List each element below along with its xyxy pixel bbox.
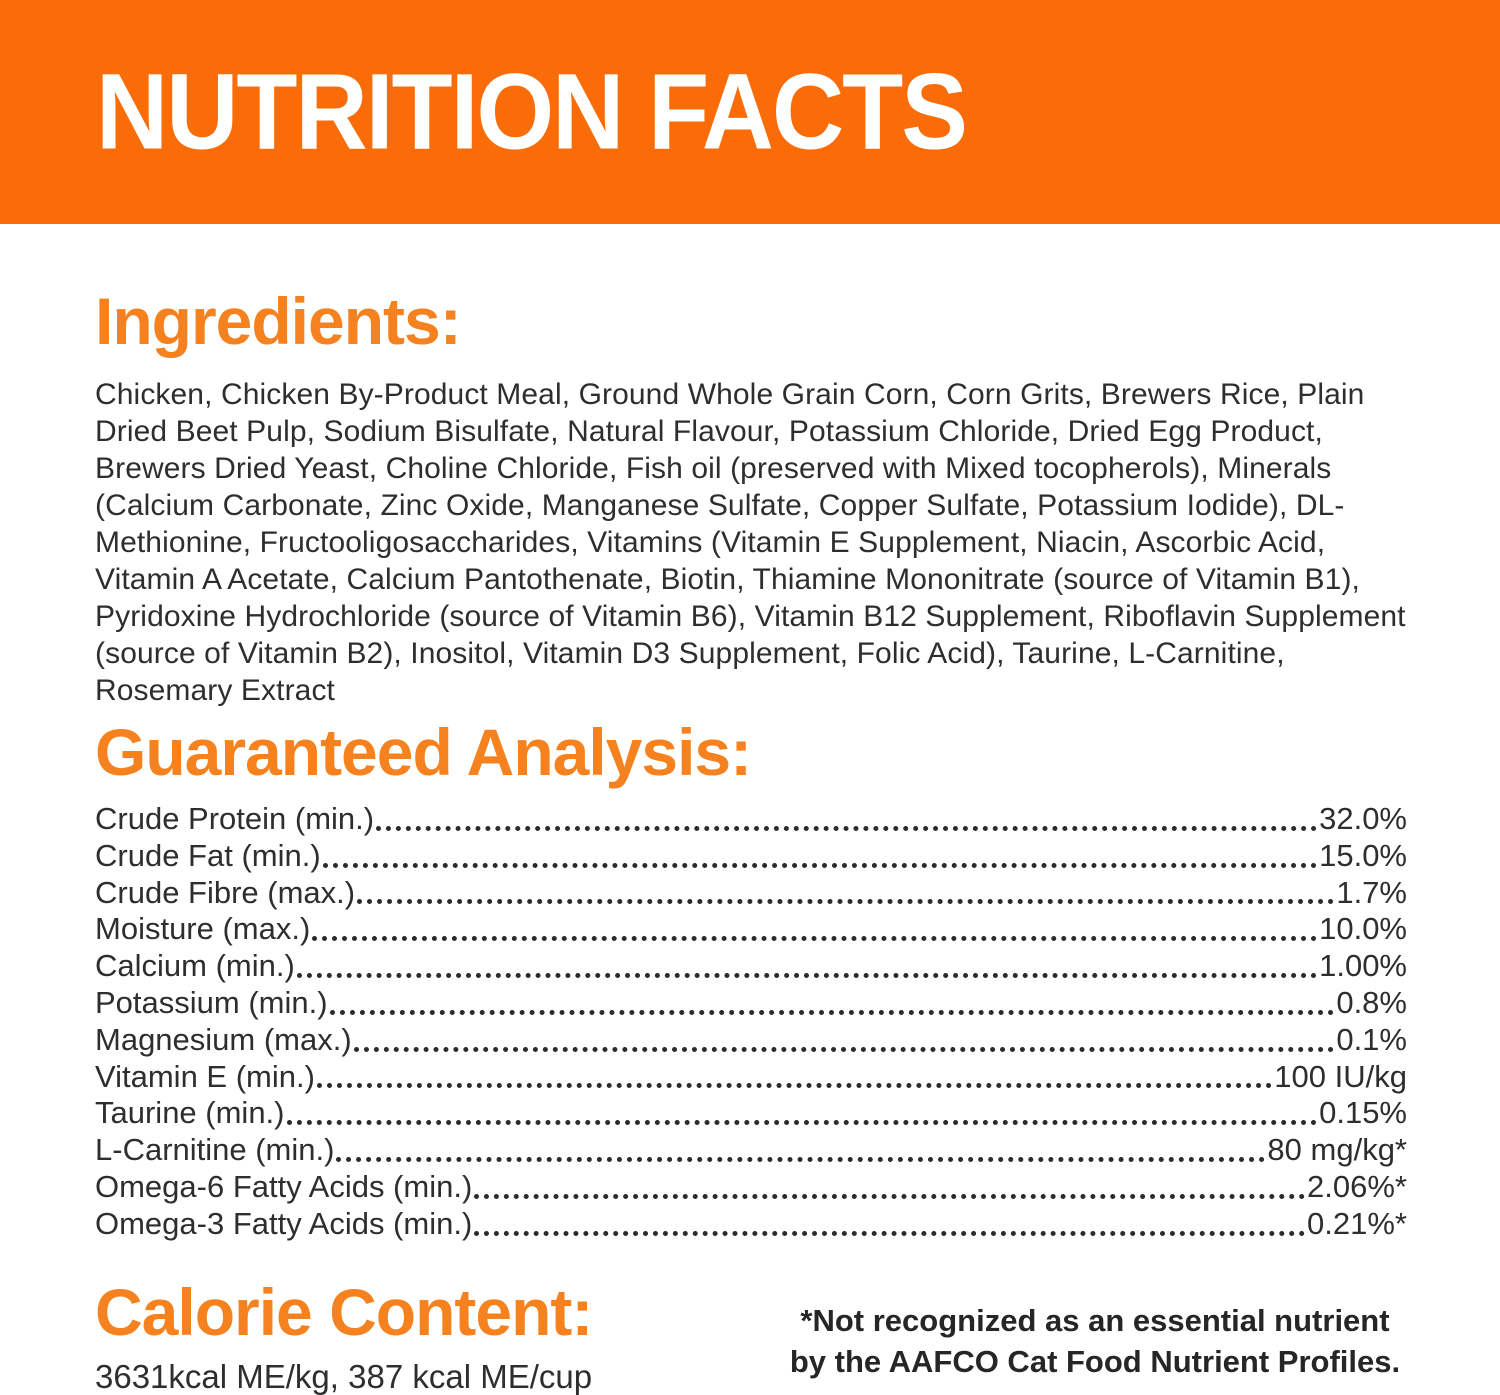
- nutrition-facts-banner: NUTRITION FACTS: [0, 0, 1500, 224]
- ga-row-label: Crude Fibre (max.): [95, 874, 356, 910]
- dotted-leader: [329, 1009, 1335, 1015]
- calorie-content-heading: Calorie Content:: [95, 1274, 593, 1349]
- ga-row-value: 1.7%: [1336, 874, 1407, 910]
- ga-row-label: Taurine (min.): [95, 1095, 285, 1131]
- ga-row-label: Crude Protein (min.): [95, 801, 375, 836]
- ga-row-label: L-Carnitine (min.): [95, 1132, 335, 1168]
- ingredients-heading: Ingredients:: [95, 284, 462, 358]
- aafco-footnote: *Not recognized as an essential nutrient…: [780, 1300, 1410, 1382]
- ga-row-label: Magnesium (max.): [95, 1021, 352, 1057]
- ga-row-omega-6: Omega-6 Fatty Acids (min.) 2.06%*: [95, 1169, 1407, 1206]
- ga-row-label: Potassium (min.): [95, 984, 328, 1020]
- ga-row-value: 10.0%: [1319, 911, 1407, 947]
- ga-row-label: Omega-6 Fatty Acids (min.): [95, 1168, 473, 1204]
- ga-row-label: Moisture (max.): [95, 911, 311, 947]
- ga-row-value: 15.0%: [1319, 837, 1407, 873]
- ga-row-label: Vitamin E (min.): [95, 1058, 315, 1094]
- ga-row-value: 2.06%*: [1307, 1168, 1407, 1204]
- ga-row-value: 80 mg/kg*: [1267, 1132, 1407, 1168]
- ga-row-calcium: Calcium (min.) 1.00%: [95, 948, 1407, 985]
- ga-row-value: 0.8%: [1336, 984, 1407, 1020]
- ga-row-value: 0.1%: [1336, 1021, 1407, 1057]
- dotted-leader: [336, 1156, 1266, 1162]
- ga-row-label: Crude Fat (min.): [95, 837, 321, 873]
- page-title: NUTRITION FACTS: [96, 51, 968, 173]
- ingredients-text: Chicken, Chicken By-Product Meal, Ground…: [95, 378, 1406, 707]
- ga-row-label: Omega-3 Fatty Acids (min.): [95, 1205, 473, 1241]
- ga-row-crude-protein: Crude Protein (min.) 32.0%: [95, 801, 1407, 838]
- ga-row-value: 100 IU/kg: [1274, 1058, 1407, 1094]
- ga-row-label: Calcium (min.): [95, 948, 295, 984]
- ga-row-crude-fat: Crude Fat (min.) 15.0%: [95, 838, 1407, 875]
- dotted-leader: [312, 936, 1318, 942]
- ga-row-potassium: Potassium (min.) 0.8%: [95, 985, 1407, 1022]
- dotted-leader: [296, 972, 1318, 978]
- footnote-line-2: by the AAFCO Cat Food Nutrient Profiles.: [789, 1344, 1401, 1379]
- ga-row-value: 32.0%: [1319, 801, 1407, 836]
- label-content: Ingredients: Chicken, Chicken By-Product…: [0, 288, 1500, 1395]
- ga-row-value: 0.21%*: [1307, 1205, 1407, 1241]
- footnote-line-1: *Not recognized as an essential nutrient: [800, 1303, 1390, 1338]
- ga-row-moisture: Moisture (max.) 10.0%: [95, 911, 1407, 948]
- ga-row-l-carnitine: L-Carnitine (min.) 80 mg/kg*: [95, 1132, 1407, 1169]
- dotted-leader: [376, 825, 1318, 831]
- ga-row-value: 1.00%: [1319, 948, 1407, 984]
- dotted-leader: [474, 1193, 1306, 1199]
- guaranteed-analysis-list: Crude Protein (min.) 32.0% Crude Fat (mi…: [95, 801, 1407, 1243]
- dotted-leader: [353, 1046, 1335, 1052]
- guaranteed-analysis-heading: Guaranteed Analysis:: [95, 715, 752, 789]
- ga-row-magnesium: Magnesium (max.) 0.1%: [95, 1022, 1407, 1059]
- ga-row-taurine: Taurine (min.) 0.15%: [95, 1095, 1407, 1132]
- dotted-leader: [322, 862, 1318, 868]
- dotted-leader: [357, 899, 1335, 905]
- dotted-leader: [286, 1120, 1318, 1126]
- ga-row-omega-3: Omega-3 Fatty Acids (min.) 0.21%*: [95, 1206, 1407, 1243]
- ga-row-value: 0.15%: [1319, 1095, 1407, 1131]
- ga-row-crude-fibre: Crude Fibre (max.) 1.7%: [95, 875, 1407, 912]
- dotted-leader: [316, 1083, 1273, 1089]
- dotted-leader: [474, 1230, 1306, 1236]
- ga-row-vitamin-e: Vitamin E (min.) 100 IU/kg: [95, 1059, 1407, 1096]
